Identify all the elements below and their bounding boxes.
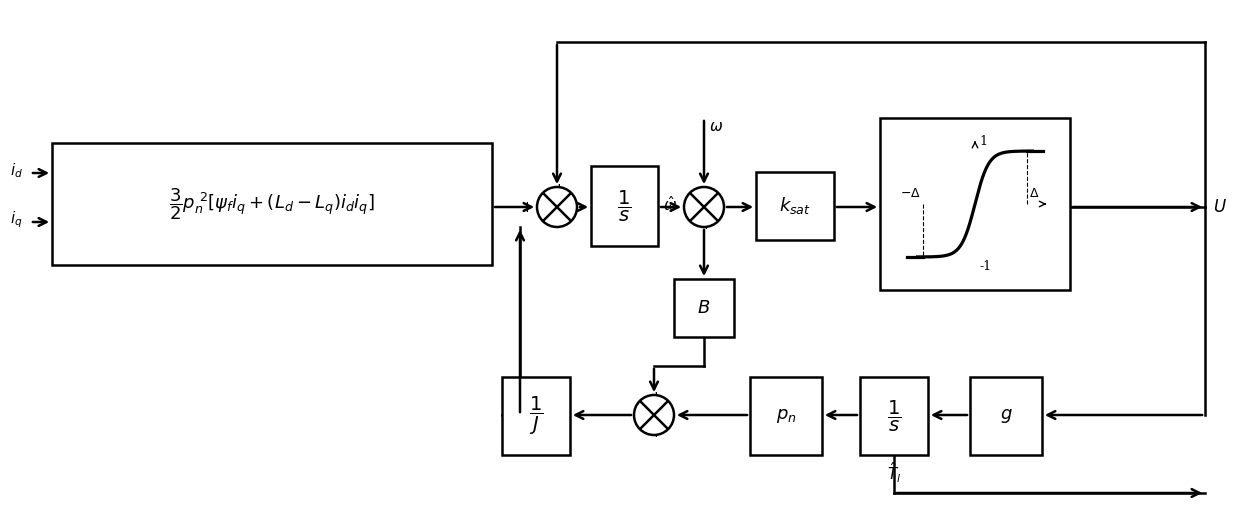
Bar — [756, 172, 834, 240]
Text: $k_{sat}$: $k_{sat}$ — [779, 195, 812, 217]
Text: $U$: $U$ — [1213, 199, 1227, 216]
Circle shape — [634, 395, 674, 435]
Text: $\Delta$: $\Delta$ — [1028, 187, 1040, 200]
Text: $\omega$: $\omega$ — [709, 120, 724, 134]
Text: +: + — [700, 217, 712, 232]
Circle shape — [684, 187, 724, 227]
Text: $g$: $g$ — [1000, 407, 1012, 425]
Text: $\dfrac{3}{2}p_n^{\ 2}[\psi_f i_q + (L_d - L_q)i_d i_q]$: $\dfrac{3}{2}p_n^{\ 2}[\psi_f i_q + (L_d… — [170, 186, 375, 222]
Text: $\hat{T}_l$: $\hat{T}_l$ — [887, 460, 901, 485]
Bar — [880, 118, 1070, 290]
Text: $i_q$: $i_q$ — [10, 210, 22, 230]
Text: $p_n$: $p_n$ — [776, 407, 797, 425]
Text: $\dfrac{1}{s}$: $\dfrac{1}{s}$ — [887, 398, 901, 433]
Text: -1: -1 — [979, 260, 991, 273]
Text: $i_d$: $i_d$ — [10, 161, 24, 181]
Bar — [970, 377, 1042, 455]
Text: −: − — [551, 214, 566, 232]
Circle shape — [536, 187, 577, 227]
Text: $B$: $B$ — [698, 299, 711, 317]
Bar — [52, 143, 492, 265]
Text: +: + — [553, 182, 565, 197]
Text: +: + — [649, 425, 663, 440]
Text: $\dfrac{1}{s}$: $\dfrac{1}{s}$ — [617, 189, 632, 224]
Bar — [674, 279, 733, 337]
Text: −: − — [699, 182, 714, 200]
Text: +: + — [649, 390, 663, 405]
Bar — [860, 377, 928, 455]
Text: 1: 1 — [979, 135, 987, 148]
Text: $\hat{\omega}$: $\hat{\omega}$ — [663, 195, 676, 215]
Bar — [750, 377, 821, 455]
Text: $-\Delta$: $-\Delta$ — [900, 187, 921, 200]
Text: +: + — [520, 200, 533, 215]
Bar — [502, 377, 570, 455]
Bar — [591, 166, 658, 246]
Text: $\dfrac{1}{J}$: $\dfrac{1}{J}$ — [529, 395, 544, 437]
